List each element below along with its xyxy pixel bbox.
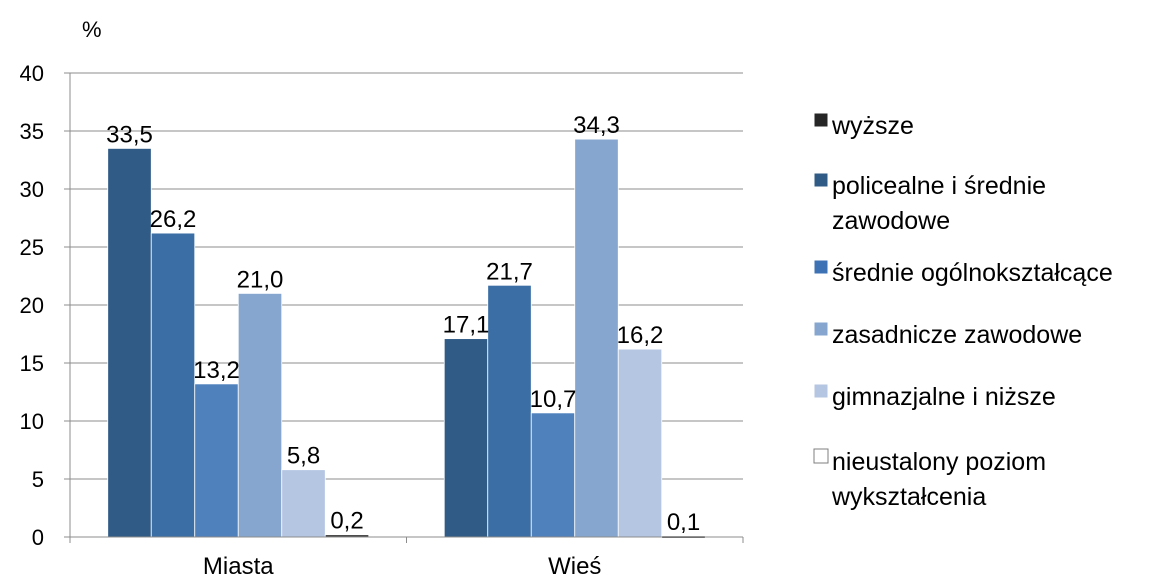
bar [194, 383, 239, 538]
legend-label: wykształcenia [831, 483, 986, 511]
bars [107, 138, 706, 539]
legend-label: wyższe [831, 112, 914, 140]
bar [487, 284, 532, 538]
data-label: 21,7 [486, 258, 533, 285]
y-tick-label: 30 [20, 177, 44, 202]
axes [69, 73, 744, 543]
y-axis-ticks: 0 5 10 15 20 25 30 35 40 [20, 61, 70, 550]
category-labels: Miasta Wieś [203, 553, 602, 580]
y-tick-label: 35 [20, 119, 44, 144]
legend-label: średnie ogólnokształcące [832, 259, 1113, 287]
y-tick-label: 40 [20, 61, 44, 86]
data-label: 34,3 [573, 112, 620, 139]
legend-swatch [813, 448, 829, 464]
y-tick-label: 5 [32, 467, 44, 492]
data-label: 21,0 [237, 266, 284, 293]
data-label: 13,2 [193, 357, 240, 384]
y-tick-label: 15 [20, 351, 44, 376]
data-label: 26,2 [150, 206, 197, 233]
legend-label: nieustalony poziom [832, 448, 1046, 476]
data-label: 0,1 [667, 509, 700, 536]
data-label: 5,8 [287, 443, 320, 470]
data-label: 16,2 [617, 322, 664, 349]
y-tick-label: 0 [32, 525, 44, 550]
legend-swatch [813, 259, 829, 275]
legend-swatch [813, 172, 829, 188]
y-axis-unit-label: % [82, 17, 102, 42]
legend-label: zawodowe [832, 207, 950, 235]
legend-label: policealne i średnie [832, 172, 1046, 200]
legend: wyższe policealne i średnie zawodowe średni… [813, 112, 1113, 511]
bar [617, 348, 663, 538]
legend-swatch [813, 112, 829, 128]
bar [530, 412, 576, 538]
y-tick-label: 25 [20, 235, 44, 260]
bar [574, 138, 619, 538]
category-label: Miasta [203, 553, 274, 580]
data-labels: 33,5 26,2 13,2 21,0 5,8 0,2 17,1 21,7 10,7 34,3 16… [106, 112, 700, 536]
data-label: 0,2 [330, 508, 363, 535]
y-tick-label: 20 [20, 293, 44, 318]
bar [443, 338, 489, 538]
bar [150, 232, 196, 538]
data-label: 33,5 [106, 121, 153, 148]
legend-swatch [813, 383, 829, 399]
data-label: 10,7 [530, 386, 577, 413]
category-label: Wieś [548, 553, 601, 580]
bar [281, 469, 326, 538]
y-tick-label: 10 [20, 409, 44, 434]
bar [237, 292, 283, 538]
legend-swatch [813, 321, 829, 337]
legend-label: gimnazjalne i niższe [832, 383, 1056, 411]
legend-label: zasadnicze zawodowe [832, 321, 1082, 349]
data-label: 17,1 [443, 312, 490, 339]
bar [107, 147, 152, 538]
